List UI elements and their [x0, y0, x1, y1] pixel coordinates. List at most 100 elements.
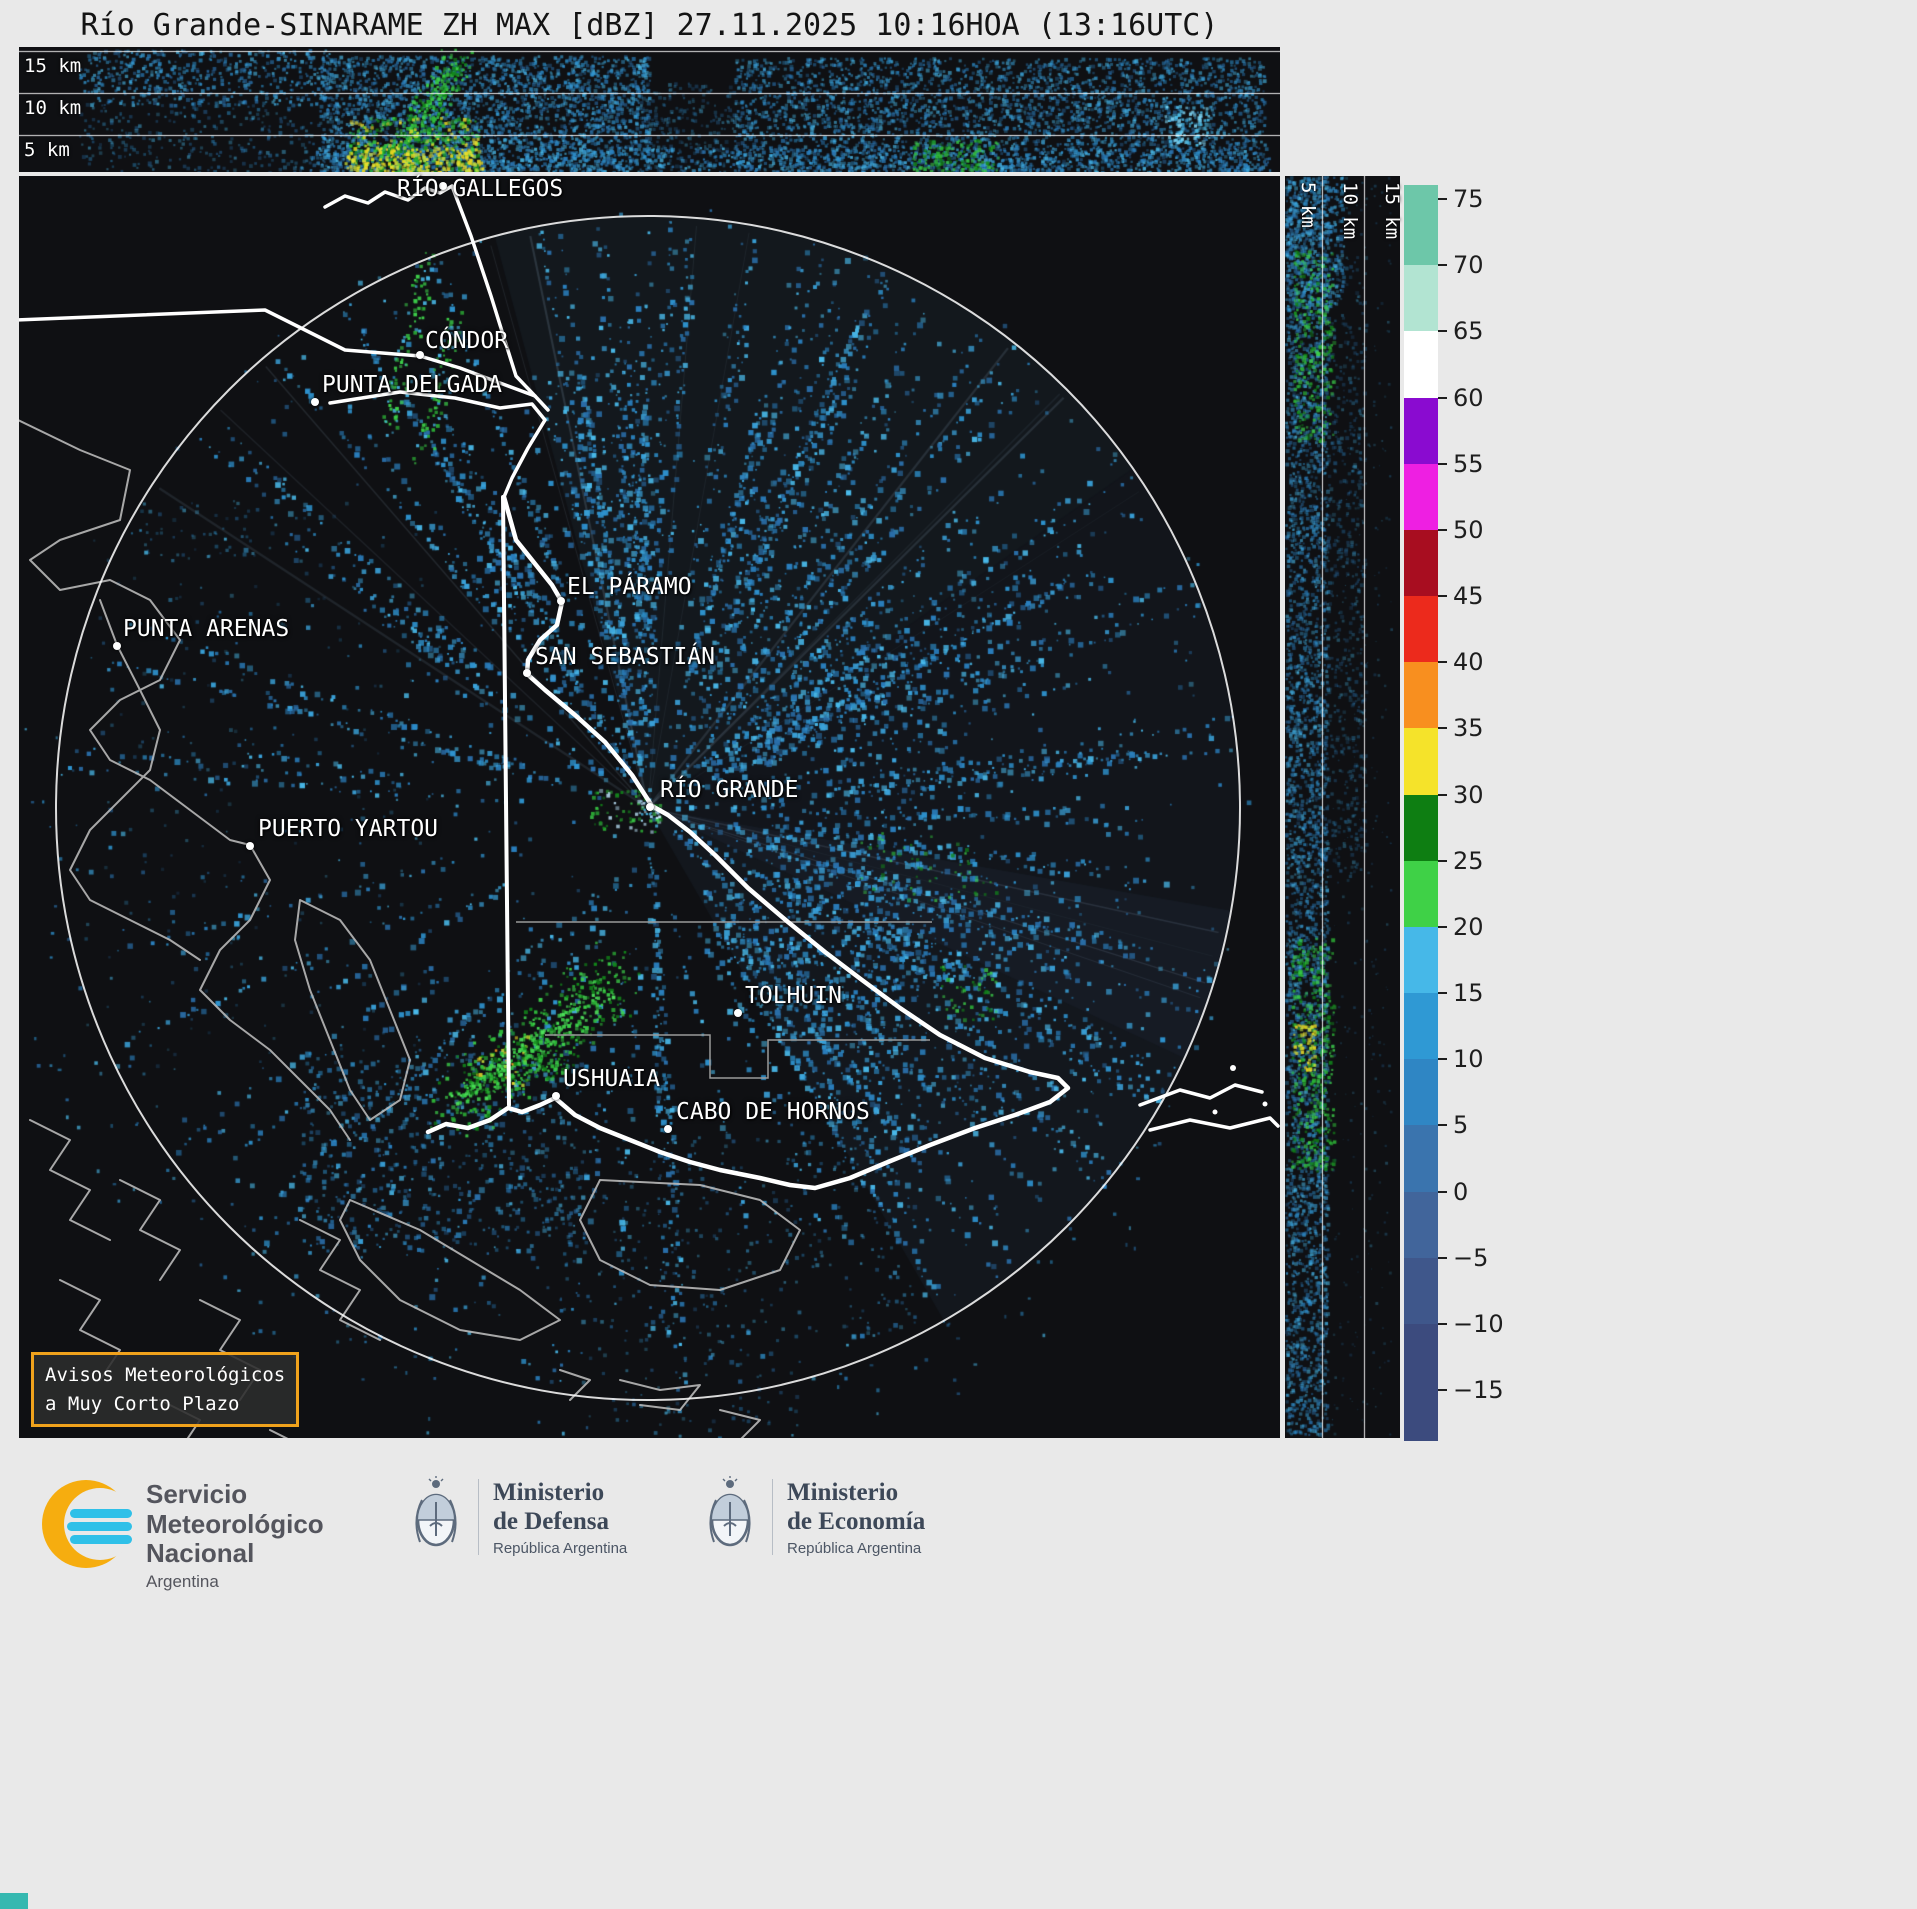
colorbar-tick-label: 20	[1453, 912, 1484, 941]
colorbar-tick-label: 50	[1453, 515, 1484, 544]
colorbar-tick-label: −5	[1453, 1243, 1489, 1272]
colorbar-tick-mark	[1438, 992, 1447, 994]
city-marker	[311, 398, 319, 406]
colorbar-tick-mark	[1438, 793, 1447, 796]
city-label: EL PÁRAMO	[567, 574, 692, 600]
coast-rio-gallegos	[323, 184, 537, 398]
islet	[1212, 1109, 1218, 1115]
colorbar-tick-label: 10	[1453, 1045, 1484, 1074]
smn-name-line: Nacional	[146, 1538, 255, 1569]
city-label: SAN SEBASTIÁN	[535, 644, 716, 670]
colorbar-segment	[1404, 199, 1438, 266]
colorbar-tick-label: 30	[1453, 780, 1484, 809]
colorbar-segment	[1404, 596, 1438, 663]
colorbar-tick-label: 65	[1453, 317, 1484, 346]
colorbar-tick-label: 60	[1453, 383, 1484, 412]
colorbar-segment	[1404, 1059, 1438, 1126]
colorbar-tick-mark	[1438, 1389, 1447, 1391]
colorbar-tick-label: 75	[1453, 185, 1484, 213]
colorbar-segment	[1404, 794, 1438, 862]
ministry-sub: República Argentina	[787, 1539, 922, 1557]
city-marker	[416, 351, 424, 359]
colorbar-tick-label: −10	[1453, 1309, 1504, 1338]
colorbar-segment	[1404, 463, 1438, 531]
colorbar-segment	[1404, 1323, 1438, 1391]
colorbar-tick-mark	[1438, 1190, 1447, 1193]
ministry-economia-block: Ministerio de Economía República Argenti…	[702, 1476, 925, 1558]
colorbar-tick-label: 55	[1453, 449, 1484, 478]
coast-navarino	[579, 1179, 801, 1291]
colorbar-segment	[1404, 265, 1438, 332]
islet	[1230, 1065, 1236, 1071]
coastlines-primary	[19, 184, 1280, 1191]
border-line	[501, 495, 511, 1107]
top-profile-panel: 15 km 10 km 5 km	[19, 47, 1280, 172]
coat-of-arms-icon	[408, 1476, 464, 1558]
height-label-10km: 10 km	[24, 97, 82, 119]
coast-fjords	[29, 1119, 381, 1438]
colorbar-segment	[1404, 728, 1438, 796]
colorbar-tick-mark	[1438, 859, 1447, 862]
range-ring	[55, 215, 1241, 1401]
smn-name-line: Servicio	[146, 1479, 248, 1509]
divider	[478, 1479, 479, 1555]
admin-boundaries	[516, 921, 932, 1079]
coast-continental	[19, 419, 351, 1141]
colorbar-segment	[1404, 1257, 1438, 1325]
advisory-line-2: a Muy Corto Plazo	[45, 1392, 240, 1415]
ministry-economia-wordmark: Ministerio de Economía República Argenti…	[787, 1478, 925, 1557]
colorbar-segment	[1404, 529, 1438, 597]
colorbar-segment	[1404, 1390, 1438, 1441]
city-layer: RÍO GALLEGOS CÓNDOR PUNTA DELGADA EL PÁRAMO…	[19, 176, 1280, 1438]
ministry-line: de Economía	[787, 1507, 926, 1535]
coast-brunswick	[69, 599, 201, 961]
height-label-5km-right: 5 km	[1297, 182, 1319, 228]
ministry-sub: República Argentina	[493, 1539, 628, 1557]
coat-of-arms-icon	[702, 1476, 758, 1558]
colorbar-segment	[1404, 993, 1438, 1060]
coast-magellan-north	[19, 308, 550, 412]
coast-magellan-south	[328, 390, 547, 499]
city-marker	[439, 182, 447, 190]
city-marker	[552, 1092, 560, 1100]
coast-hoste	[339, 1199, 561, 1341]
colorbar-tick-mark	[1438, 1058, 1447, 1061]
city-label: RÍO GRANDE	[660, 777, 799, 803]
advisory-line-1: Avisos Meteorológicos	[45, 1364, 286, 1386]
colorbar-segment	[1404, 331, 1438, 399]
colorbar-tick-mark	[1438, 1322, 1447, 1325]
advisory-box[interactable]: Avisos Meteorológicos a Muy Corto Plazo	[31, 1352, 300, 1427]
city-label: PUERTO YARTOU	[258, 816, 439, 842]
geography-overlay	[19, 184, 1280, 1438]
coastlines-secondary	[19, 419, 801, 1438]
height-label-5km: 5 km	[24, 139, 70, 161]
colorbar-tick-label: −15	[1453, 1376, 1504, 1404]
colorbar-tick-mark	[1438, 727, 1447, 730]
colorbar-tick-mark	[1438, 595, 1447, 597]
page-title: Río Grande-SINARAME ZH MAX [dBZ] 27.11.2…	[80, 8, 1219, 43]
coast-tierra-del-fuego	[425, 494, 1071, 1191]
ministry-defensa-block: Ministerio de Defensa República Argentin…	[408, 1476, 627, 1558]
city-label: PUNTA DELGADA	[322, 372, 503, 398]
footer: Servicio Meteorológico Nacional Argentin…	[0, 1460, 1000, 1592]
colorbar-tick-mark	[1438, 330, 1447, 333]
city-label: USHUAIA	[563, 1066, 660, 1092]
city-label: RÍO GALLEGOS	[397, 176, 564, 202]
colorbar-tick-label: 45	[1453, 582, 1484, 610]
divider	[772, 1479, 773, 1555]
top-profile-canvas	[19, 47, 1280, 172]
colorbar-segment	[1404, 1125, 1438, 1193]
city-label: PUNTA ARENAS	[123, 616, 290, 642]
colorbar-tick-mark	[1438, 198, 1447, 200]
height-label-10km-right: 10 km	[1339, 182, 1361, 240]
city-label: TOLHUIN	[745, 983, 842, 1009]
ministry-line: de Defensa	[493, 1507, 609, 1535]
colorbar-segment	[1404, 185, 1438, 200]
city-label: CÓNDOR	[425, 328, 509, 354]
province-boundary	[516, 921, 932, 1079]
city-label: CABO DE HORNOS	[676, 1099, 870, 1125]
colorbar-tick-label: 25	[1453, 846, 1484, 875]
smn-wordmark: Servicio Meteorológico Nacional Argentin…	[146, 1479, 324, 1592]
coast-dawson-island	[294, 899, 411, 1121]
colorbar-tick-label: 15	[1453, 979, 1484, 1007]
